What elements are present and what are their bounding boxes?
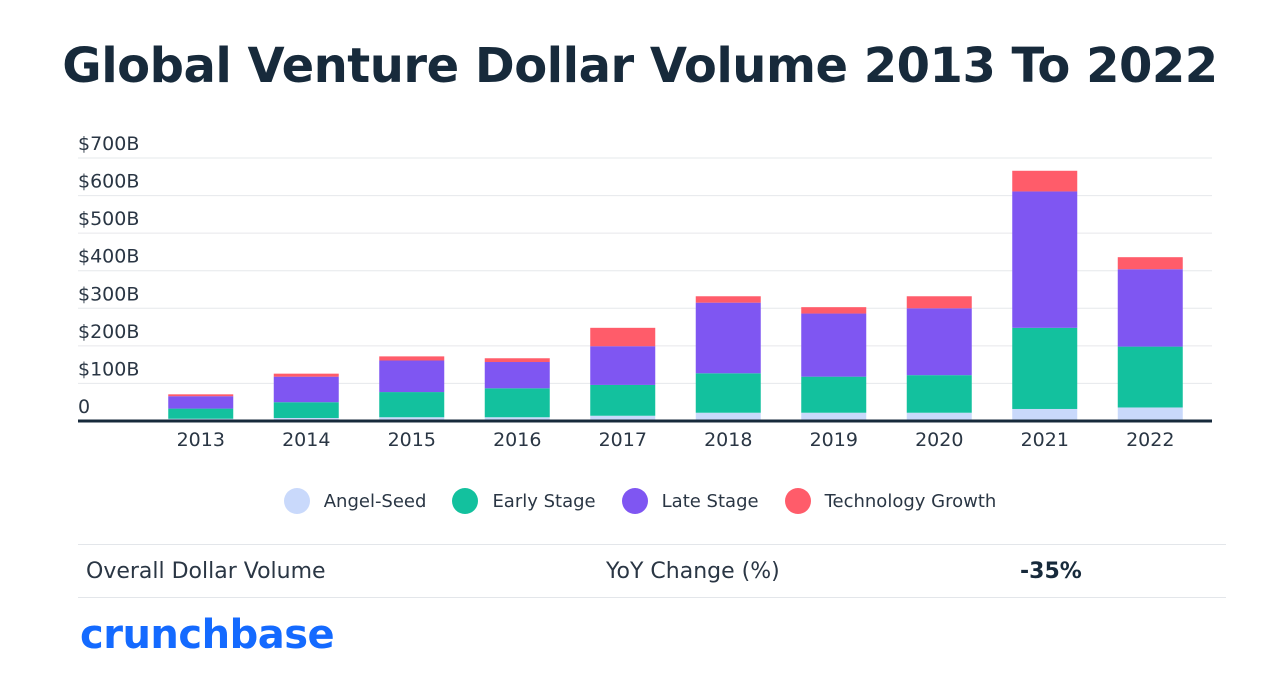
bar-late-stage-2014	[273, 376, 339, 403]
legend-label: Late Stage	[661, 490, 759, 512]
bar-early-stage-2018	[695, 373, 761, 413]
bar-early-stage-2020	[906, 375, 972, 413]
legend-swatch	[283, 488, 310, 514]
x-tick-label: 2022	[1126, 429, 1174, 451]
legend-item: Technology Growth	[784, 488, 997, 514]
legend-item: Angel-Seed	[283, 488, 427, 514]
legend-swatch	[621, 488, 648, 514]
legend-label: Technology Growth	[824, 490, 997, 512]
legend: Angel-Seed Early Stage Late Stage Technolog…	[0, 488, 1280, 514]
x-tick-label: 2017	[599, 429, 647, 451]
bar-late-stage-2015	[379, 360, 445, 393]
bar-angel-seed-2022	[1117, 407, 1183, 421]
bar-angel-seed-2014	[273, 417, 339, 421]
y-tick-label: $100B	[78, 358, 139, 380]
bar-chart: $700B $600B $500B $400B $300B $200B $100B 0 2013…	[78, 133, 1212, 451]
bar-early-stage-2013	[168, 408, 234, 419]
legend-item: Early Stage	[452, 488, 596, 514]
x-tick-label: 2020	[915, 429, 963, 451]
bar-technology-growth-2013	[168, 394, 234, 397]
bar-technology-growth-2019	[801, 307, 867, 314]
legend-swatch	[784, 488, 811, 514]
summary-row: Overall Dollar Volume YoY Change (%) -35…	[78, 544, 1226, 598]
bar-early-stage-2019	[801, 376, 867, 413]
chart-title: Global Venture Dollar Volume 2013 To 202…	[62, 38, 1218, 94]
bar-late-stage-2019	[801, 313, 867, 377]
x-tick-label: 2014	[282, 429, 330, 451]
bar-late-stage-2020	[906, 308, 972, 376]
bar-angel-seed-2021	[1012, 408, 1078, 421]
bar-technology-growth-2016	[484, 358, 550, 363]
y-tick-label: $600B	[78, 171, 139, 193]
x-tick-label: 2013	[177, 429, 225, 451]
x-tick-label: 2021	[1021, 429, 1069, 451]
y-tick-label: $300B	[78, 283, 139, 305]
bar-angel-seed-2019	[801, 412, 867, 421]
bar-technology-growth-2014	[273, 373, 339, 377]
x-tick-label: 2015	[388, 429, 436, 451]
bar-early-stage-2016	[484, 388, 550, 418]
bar-technology-growth-2015	[379, 356, 445, 361]
bar-angel-seed-2020	[906, 412, 972, 421]
bar-angel-seed-2017	[590, 415, 656, 421]
legend-swatch	[452, 488, 479, 514]
y-tick-label: 0	[78, 396, 90, 418]
bar-early-stage-2022	[1117, 346, 1183, 408]
bar-late-stage-2018	[695, 302, 761, 374]
bar-technology-growth-2020	[906, 296, 972, 309]
bar-late-stage-2022	[1117, 269, 1183, 347]
y-tick-label: $200B	[78, 321, 139, 343]
bar-technology-growth-2017	[590, 327, 656, 347]
bar-angel-seed-2018	[695, 412, 761, 421]
y-tick-label: $400B	[78, 246, 139, 268]
bar-early-stage-2017	[590, 384, 656, 416]
y-tick-label: $500B	[78, 208, 139, 230]
x-tick-label: 2018	[704, 429, 752, 451]
bar-angel-seed-2015	[379, 417, 445, 421]
legend-label: Angel-Seed	[323, 490, 427, 512]
yoy-change-value: -35%	[1020, 559, 1082, 584]
bar-early-stage-2015	[379, 392, 445, 418]
bar-early-stage-2014	[273, 402, 339, 418]
yoy-change-label: YoY Change (%)	[606, 559, 780, 584]
bar-late-stage-2017	[590, 346, 656, 385]
legend-label: Early Stage	[492, 490, 596, 512]
bar-early-stage-2021	[1012, 327, 1078, 409]
crunchbase-logo: crunchbase	[80, 612, 335, 658]
bar-technology-growth-2022	[1117, 257, 1183, 270]
bar-technology-growth-2018	[695, 296, 761, 303]
x-tick-label: 2019	[810, 429, 858, 451]
y-tick-label: $700B	[78, 133, 139, 155]
bar-angel-seed-2016	[484, 417, 550, 421]
x-tick-label: 2016	[493, 429, 541, 451]
bar-late-stage-2021	[1012, 191, 1078, 328]
summary-label: Overall Dollar Volume	[86, 559, 326, 584]
bar-late-stage-2013	[168, 396, 234, 409]
bar-late-stage-2016	[484, 362, 550, 389]
legend-item: Late Stage	[621, 488, 759, 514]
bar-technology-growth-2021	[1012, 170, 1078, 192]
